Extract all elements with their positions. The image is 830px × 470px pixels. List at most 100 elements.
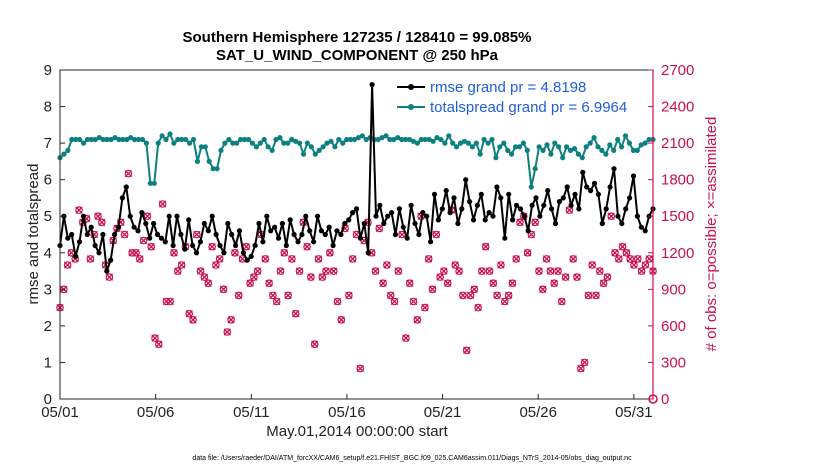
obs-possible-circle	[637, 267, 646, 275]
rmse-point	[478, 191, 484, 197]
obs-assimilated-cross	[120, 230, 129, 239]
obs-possible-circle	[630, 261, 638, 269]
spread-point	[383, 133, 389, 139]
obs-assimilated-cross	[223, 328, 231, 336]
rmse-point	[634, 213, 641, 219]
obs-marker	[98, 218, 106, 227]
spread-point	[438, 136, 444, 143]
rmse-point	[186, 217, 192, 223]
obs-possible-circle	[170, 249, 178, 257]
spread-point	[575, 151, 582, 157]
rmse-point	[322, 231, 328, 238]
legend-spread-marker	[408, 104, 414, 110]
rmse-point	[568, 202, 574, 208]
obs-marker	[546, 267, 555, 275]
spread-point	[257, 140, 263, 146]
obs-assimilated-cross	[641, 261, 650, 269]
spread-point	[509, 151, 515, 157]
spread-point	[218, 147, 224, 153]
spread-point	[238, 136, 244, 143]
spread-point	[230, 140, 236, 146]
obs-possible-circle	[573, 273, 581, 281]
obs-possible-circle	[485, 267, 494, 275]
obs-marker	[105, 273, 114, 281]
obs-assimilated-cross	[489, 279, 497, 287]
spread-point	[630, 147, 637, 153]
obs-assimilated-cross	[577, 364, 585, 373]
obs-possible-circle	[177, 261, 186, 269]
obs-possible-circle	[132, 249, 140, 257]
spread-point	[206, 158, 212, 164]
obs-assimilated-cross	[330, 267, 338, 275]
obs-marker	[470, 285, 479, 294]
obs-marker	[295, 267, 304, 275]
rmse-point	[287, 217, 293, 223]
obs-possible-circle	[500, 297, 509, 306]
rmse-point	[166, 213, 172, 219]
spread-point	[285, 140, 291, 146]
spread-point	[198, 144, 204, 150]
obs-assimilated-cross	[94, 212, 102, 220]
obs-possible-circle	[504, 291, 513, 300]
obs-possible-circle	[622, 249, 631, 257]
obs-possible-circle	[158, 200, 167, 208]
obs-assimilated-cross	[379, 279, 387, 287]
rmse-point	[443, 188, 449, 194]
obs-marker	[276, 267, 285, 275]
rmse-point	[84, 231, 90, 238]
spread-point	[112, 135, 118, 141]
obs-assimilated-cross	[558, 297, 566, 306]
obs-possible-circle	[295, 267, 304, 275]
obs-marker	[200, 273, 209, 281]
obs-assimilated-cross	[565, 206, 574, 214]
x-tick-label: 05/26	[519, 404, 557, 421]
obs-marker	[637, 267, 646, 275]
obs-marker	[269, 291, 277, 300]
rmse-point	[591, 180, 598, 186]
spread-point	[552, 140, 558, 146]
obs-assimilated-cross	[421, 303, 429, 312]
obs-possible-circle	[291, 309, 300, 318]
obs-assimilated-cross	[451, 261, 459, 269]
rmse-point	[76, 239, 83, 245]
x-axis-label: May.01,2014 00:00:00 start	[266, 423, 448, 440]
rmse-point	[642, 228, 648, 234]
spread-point	[190, 136, 197, 143]
y-axis-right-label: # of obs: o=possible; ×=assimilated	[703, 117, 720, 352]
obs-assimilated-cross	[402, 334, 410, 342]
obs-marker	[193, 230, 201, 239]
y-left-tick-label: 5	[44, 208, 52, 225]
obs-marker	[504, 291, 513, 300]
obs-marker	[379, 279, 387, 288]
obs-possible-circle	[436, 273, 444, 281]
spread-point	[583, 144, 589, 150]
obs-possible-circle	[489, 279, 498, 288]
spread-point	[253, 144, 259, 150]
obs-possible-circle	[626, 255, 635, 263]
obs-assimilated-cross	[485, 267, 494, 275]
obs-assimilated-cross	[139, 236, 148, 245]
obs-assimilated-cross	[428, 285, 437, 293]
obs-series	[56, 169, 658, 404]
obs-possible-circle	[269, 291, 277, 300]
obs-marker	[421, 303, 429, 312]
x-tick-label: 05/11	[233, 404, 269, 421]
spread-point	[363, 136, 369, 143]
rmse-point	[623, 206, 629, 212]
obs-possible-circle	[383, 261, 391, 269]
rmse-point	[170, 242, 176, 249]
rmse-point	[190, 242, 196, 249]
spread-point	[528, 184, 534, 190]
rmse-point	[139, 210, 145, 216]
x-tick-label: 05/31	[615, 404, 653, 421]
spread-point	[469, 144, 475, 150]
rmse-point	[279, 220, 285, 227]
spread-point	[143, 140, 149, 146]
obs-possible-circle	[603, 273, 612, 281]
rmse-point	[463, 177, 469, 183]
spread-point	[316, 147, 322, 153]
spread-point	[646, 136, 652, 143]
spread-point	[403, 136, 409, 143]
obs-possible-circle	[535, 267, 543, 275]
rmse-point	[490, 213, 496, 219]
